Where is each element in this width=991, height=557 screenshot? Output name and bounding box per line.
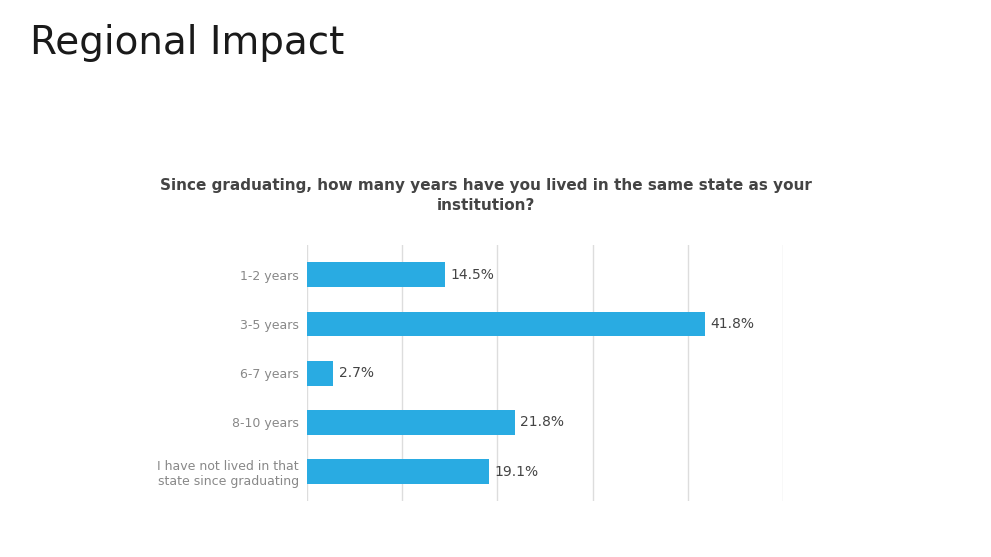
Text: 19.1%: 19.1% (495, 465, 539, 478)
Bar (307, 311, 705, 336)
Text: 21.8%: 21.8% (520, 416, 564, 429)
Bar (307, 262, 445, 287)
Bar (307, 410, 514, 435)
Text: 14.5%: 14.5% (451, 268, 495, 282)
Text: 41.8%: 41.8% (711, 317, 754, 331)
Text: 2.7%: 2.7% (339, 366, 374, 380)
Text: Regional Impact: Regional Impact (30, 24, 344, 62)
Bar (307, 361, 333, 385)
Text: Since graduating, how many years have you lived in the same state as your
instit: Since graduating, how many years have yo… (160, 178, 812, 213)
Bar (307, 460, 489, 484)
